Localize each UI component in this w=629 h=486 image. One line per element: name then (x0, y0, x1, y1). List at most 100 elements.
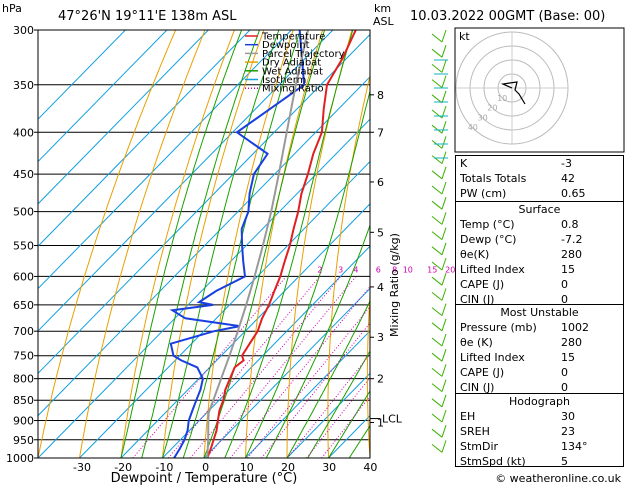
km-tick-label: 1 (377, 417, 384, 430)
table-row: Pressure (mb) 1002 (456, 320, 623, 335)
wind-barb-feather (441, 288, 447, 301)
wind-barb-feather (441, 45, 447, 58)
mixing-ratio-line (287, 353, 370, 458)
temperature-tick-label: -10 (155, 461, 173, 474)
pressure-tick-label: 300 (13, 24, 34, 37)
wet-adiabat (307, 350, 370, 458)
legend-label: Dewpoint (262, 40, 310, 51)
wind-barb (431, 124, 443, 134)
wind-barb-feather (441, 166, 447, 179)
wind-barb (431, 383, 443, 392)
hodograph-title: Hodograph (509, 395, 570, 408)
row-value: 280 (561, 336, 582, 349)
mixing-ratio-label: 4 (353, 265, 358, 274)
mixing-ratio-line (229, 285, 370, 458)
isotherm (245, 330, 370, 458)
table-row: Lifted Index 15 (456, 262, 623, 277)
row-label: Lifted Index (460, 263, 525, 276)
km-tick-label: 8 (377, 89, 384, 102)
dry-adiabat (120, 30, 235, 458)
isotherm (286, 372, 370, 458)
wind-barb-feather (441, 121, 447, 134)
temperature-tick-label: 20 (281, 461, 295, 474)
series-temperature (206, 30, 357, 458)
pressure-tick-label: 850 (13, 394, 34, 407)
mixing-ratio-label: 8 (392, 265, 397, 274)
wind-barb-feather (441, 409, 447, 423)
wind-barb (431, 352, 443, 362)
row-label: Pressure (mb) (460, 321, 537, 334)
wind-barb-feather (441, 364, 447, 377)
wet-adiabat (162, 30, 280, 458)
wind-barb-feather (441, 440, 447, 453)
dry-adiabat (286, 30, 353, 458)
pressure-tick-label: 1000 (6, 452, 34, 465)
isotherm (38, 76, 370, 417)
km-tick-label: 7 (377, 126, 384, 139)
wind-barb (431, 292, 443, 301)
row-label: PW (cm) (460, 187, 507, 200)
temperature-tick-label: 30 (322, 461, 336, 474)
dry-adiabat (162, 30, 265, 458)
series-dewpoint (169, 30, 306, 458)
isotherm (162, 245, 370, 458)
wind-barb (431, 276, 443, 286)
row-value: 0 (561, 366, 568, 379)
row-value: 15 (561, 351, 575, 364)
row-label: CIN (J) (460, 293, 495, 306)
row-value: -7.2 (561, 233, 583, 246)
mixing-ratio-label: 20 (445, 265, 455, 274)
wind-barb (431, 261, 443, 271)
hodograph-trace (500, 81, 526, 105)
surface-panel: Surface Temp (°C) 0.8 Dewp (°C) -7.2 θe(K) 28… (455, 201, 624, 306)
isotherm (38, 30, 168, 163)
wind-barb-feather (441, 29, 447, 43)
mixing-ratio-label: 15 (427, 265, 437, 274)
temperature-tick-label: -20 (114, 461, 132, 474)
hodograph-ring-label: 40 (468, 123, 478, 132)
datetime-title: 10.03.2022 00GMT (Base: 00) (410, 9, 605, 24)
most-unstable-title: Most Unstable (500, 306, 579, 319)
row-value: 30 (561, 410, 575, 423)
wet-adiabat (265, 223, 370, 458)
table-row: K -3 (456, 156, 623, 171)
temperature-tick-label: -30 (73, 461, 91, 474)
wind-barb-feather (441, 257, 447, 271)
row-label: Totals Totals (460, 172, 527, 185)
row-label: K (460, 157, 468, 170)
wind-barb (431, 33, 443, 43)
row-value: 0.8 (561, 218, 579, 231)
indices-panel: K -3 Totals Totals 42 PW (cm) 0.65 (455, 155, 624, 201)
row-value: 42 (561, 172, 575, 185)
wind-barb (431, 444, 443, 453)
row-value: 15 (561, 263, 575, 276)
hodograph-unit-label: kt (459, 30, 470, 43)
wind-barb-feather (441, 75, 447, 88)
table-row: θe(K) 280 (456, 247, 623, 262)
table-row: θe (K) 280 (456, 335, 623, 350)
table-row: EH 30 (456, 409, 623, 424)
wind-barb-feather (441, 303, 447, 316)
table-row: StmDir 134° (456, 439, 623, 454)
hodograph-panel: Hodograph EH 30 SREH 23 StmDir 134° StmSpd (kt… (455, 393, 624, 468)
table-row: Dewp (°C) -7.2 (456, 232, 623, 247)
row-label: StmDir (460, 440, 499, 453)
dry-adiabat (79, 30, 206, 458)
isotherm (38, 30, 251, 247)
wind-barb (431, 109, 443, 119)
table-row: Totals Totals 42 (456, 171, 623, 186)
asl-label: ASL (373, 15, 395, 28)
wind-barb (431, 48, 443, 58)
series-parcel-trajectory (206, 30, 309, 458)
isotherm (38, 30, 334, 332)
km-tick-label: 3 (377, 331, 384, 344)
row-label: CIN (J) (460, 381, 495, 394)
wind-barb (431, 185, 443, 195)
wet-adiabat (120, 30, 243, 458)
hpa-label: hPa (2, 2, 22, 15)
wet-adiabat (141, 30, 260, 458)
row-label: θe(K) (460, 248, 490, 261)
pressure-tick-label: 950 (13, 434, 34, 447)
isotherm (38, 30, 126, 120)
